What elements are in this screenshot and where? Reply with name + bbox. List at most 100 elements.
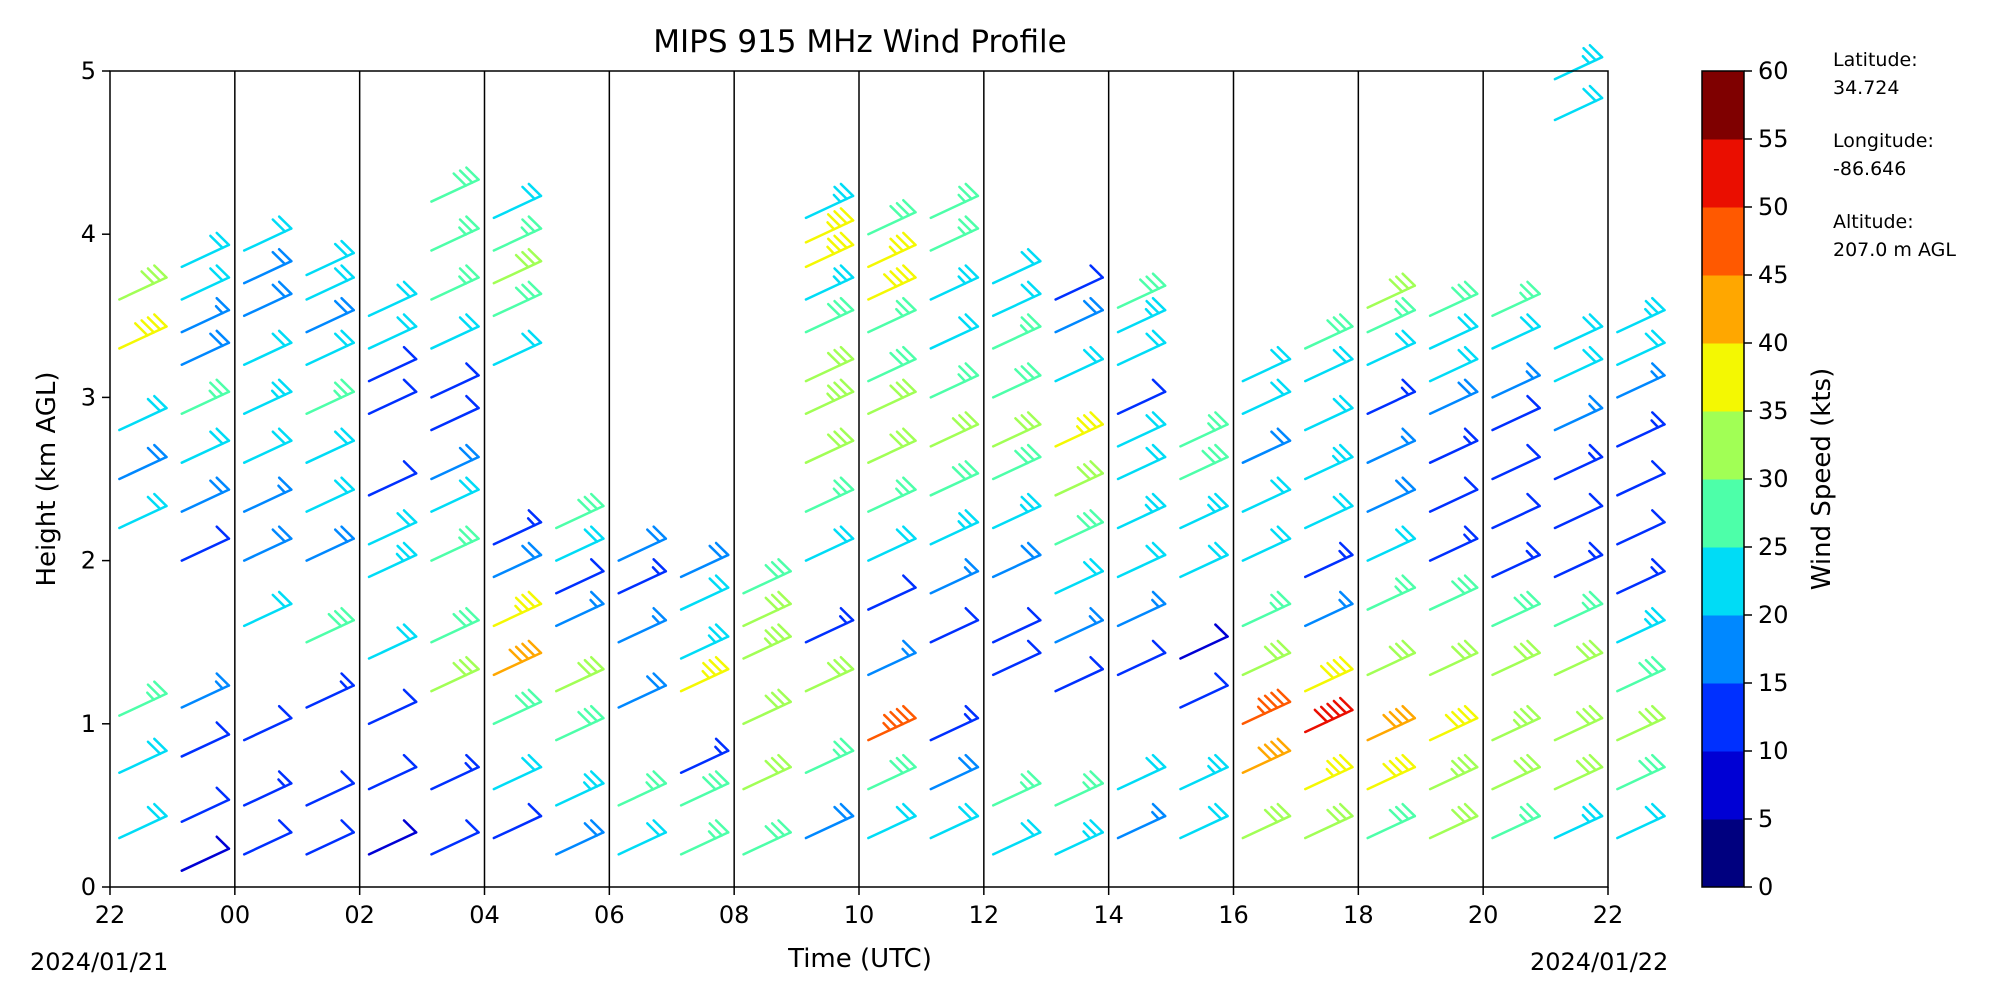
wind-barb [430,215,480,252]
wind-barb [1616,296,1666,334]
wind-barb [1241,427,1292,464]
wind-barb [804,264,855,301]
latitude-value: 34.724 [1833,77,1899,99]
wind-barb [1428,345,1479,383]
wind-barb [1491,394,1541,432]
wind-barb [305,378,355,415]
wind-barb [492,802,543,840]
wind-barb [1304,696,1354,734]
wind-barb [118,394,168,432]
wind-barb [367,280,418,318]
colorbar-segment [1702,751,1744,820]
wind-barb [430,394,480,432]
x-tick-label: 00 [220,901,251,929]
wind-barb [305,296,355,334]
wind-barb [1241,525,1292,562]
x-axis-label: Time (UTC) [787,944,932,974]
wind-barb [430,476,480,513]
y-tick-label: 5 [81,57,96,85]
wind-barb [1428,704,1479,742]
wind-barb [492,688,543,726]
wind-barb [679,623,730,660]
wind-barb [1553,802,1604,840]
wind-barb [1116,753,1167,791]
wind-barb [1616,655,1666,693]
wind-barb [242,329,293,367]
colorbar-tick-label: 35 [1758,397,1789,425]
wind-barb [867,231,917,269]
time-dividers [234,71,1484,887]
x-tick-label: 22 [1593,901,1624,929]
wind-barb [1304,394,1354,432]
x-tick-label: 12 [969,901,1000,929]
wind-barb [1366,574,1417,611]
wind-barb [1054,296,1104,334]
wind-barb [1428,280,1479,318]
wind-barb [1179,492,1229,530]
wind-barb [305,525,355,562]
wind-barb [929,802,980,840]
start-date-label: 2024/01/21 [30,948,168,976]
wind-barb [867,378,917,415]
wind-barb [1116,411,1167,448]
wind-barb [1553,394,1604,432]
wind-barb [118,802,168,840]
x-tick-label: 02 [344,901,375,929]
y-tick-label: 1 [81,710,96,738]
wind-barb [492,541,543,579]
wind-barb [1304,590,1354,628]
wind-barb [1304,345,1354,383]
wind-barb [804,607,855,644]
y-axis: 0 1 2 3 4 5 [81,57,110,901]
wind-barb [1491,704,1541,742]
colorbar: 0 5 10 15 20 25 30 35 40 45 50 55 60 [1701,57,1789,901]
wind-barb [367,753,418,791]
wind-barb [617,607,668,644]
wind-barb [1616,509,1666,546]
wind-barb [118,737,168,775]
wind-barb [430,313,480,350]
wind-barb [430,607,480,644]
wind-barb [1241,639,1292,677]
wind-barb [305,770,355,807]
wind-barb [1553,43,1604,81]
wind-barb [991,443,1042,481]
wind-barb [867,802,917,840]
colorbar-segment [1702,343,1744,412]
wind-barb [430,443,480,481]
altitude-label: Altitude: [1833,211,1914,233]
wind-barb [991,770,1042,807]
wind-barb [991,607,1042,644]
wind-barb [1428,753,1479,791]
wind-barb [305,264,355,301]
wind-barb [1304,655,1354,693]
wind-barb [1179,443,1229,481]
wind-barb [1553,753,1604,791]
wind-barb [929,182,980,220]
wind-barb [1116,296,1167,334]
wind-barb [867,525,917,562]
wind-barb [367,460,418,497]
wind-barb [1616,607,1666,644]
wind-barb [555,704,605,742]
wind-barb [1428,525,1479,562]
wind-barb [180,835,231,872]
altitude-value: 207.0 m AGL [1833,239,1956,261]
wind-barb [867,345,917,383]
y-tick-label: 4 [81,220,96,248]
wind-barb [991,411,1042,448]
y-tick-label: 3 [81,383,96,411]
wind-barb [1491,639,1541,677]
wind-barb [492,329,543,367]
wind-barb [1241,476,1292,513]
wind-barb [242,215,293,252]
x-tick-label: 22 [95,901,126,929]
wind-barb [242,427,293,464]
x-tick-label: 16 [1218,901,1249,929]
wind-barb [867,264,917,301]
y-tick-label: 2 [81,547,96,575]
colorbar-label: Wind Speed (kts) [1807,368,1837,590]
wind-barb [180,264,231,301]
wind-barb [242,378,293,415]
wind-barb [1553,492,1604,530]
